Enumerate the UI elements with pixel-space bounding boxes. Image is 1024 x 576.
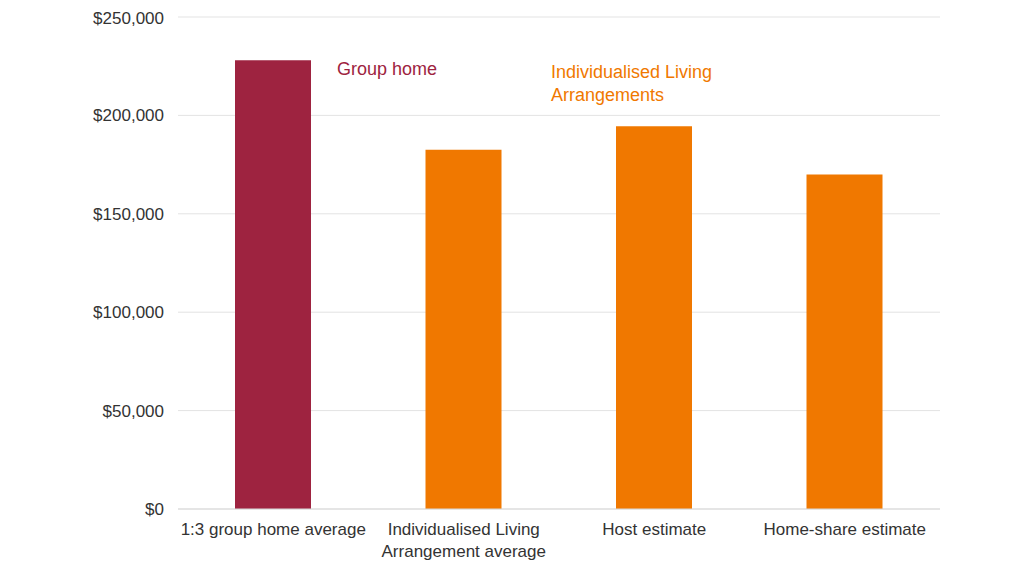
svg-text:$100,000: $100,000 — [93, 303, 164, 322]
svg-text:$250,000: $250,000 — [93, 9, 164, 28]
svg-text:Host estimate: Host estimate — [602, 520, 706, 539]
html-text:Group home: Group home — [337, 59, 438, 79]
svg-text:Individualised LivingArrangeme: Individualised LivingArrangement average — [382, 520, 546, 561]
svg-text:$150,000: $150,000 — [93, 205, 164, 224]
svg-text:$50,000: $50,000 — [103, 402, 164, 421]
html-text:Individualised Living Arrangem: Individualised Living Arrangements — [551, 62, 713, 105]
svg-text:Home-share estimate: Home-share estimate — [763, 520, 926, 539]
svg-text:$200,000: $200,000 — [93, 106, 164, 125]
svg-text:$0: $0 — [145, 500, 164, 519]
svg-text:1:3 group home average: 1:3 group home average — [181, 520, 366, 539]
